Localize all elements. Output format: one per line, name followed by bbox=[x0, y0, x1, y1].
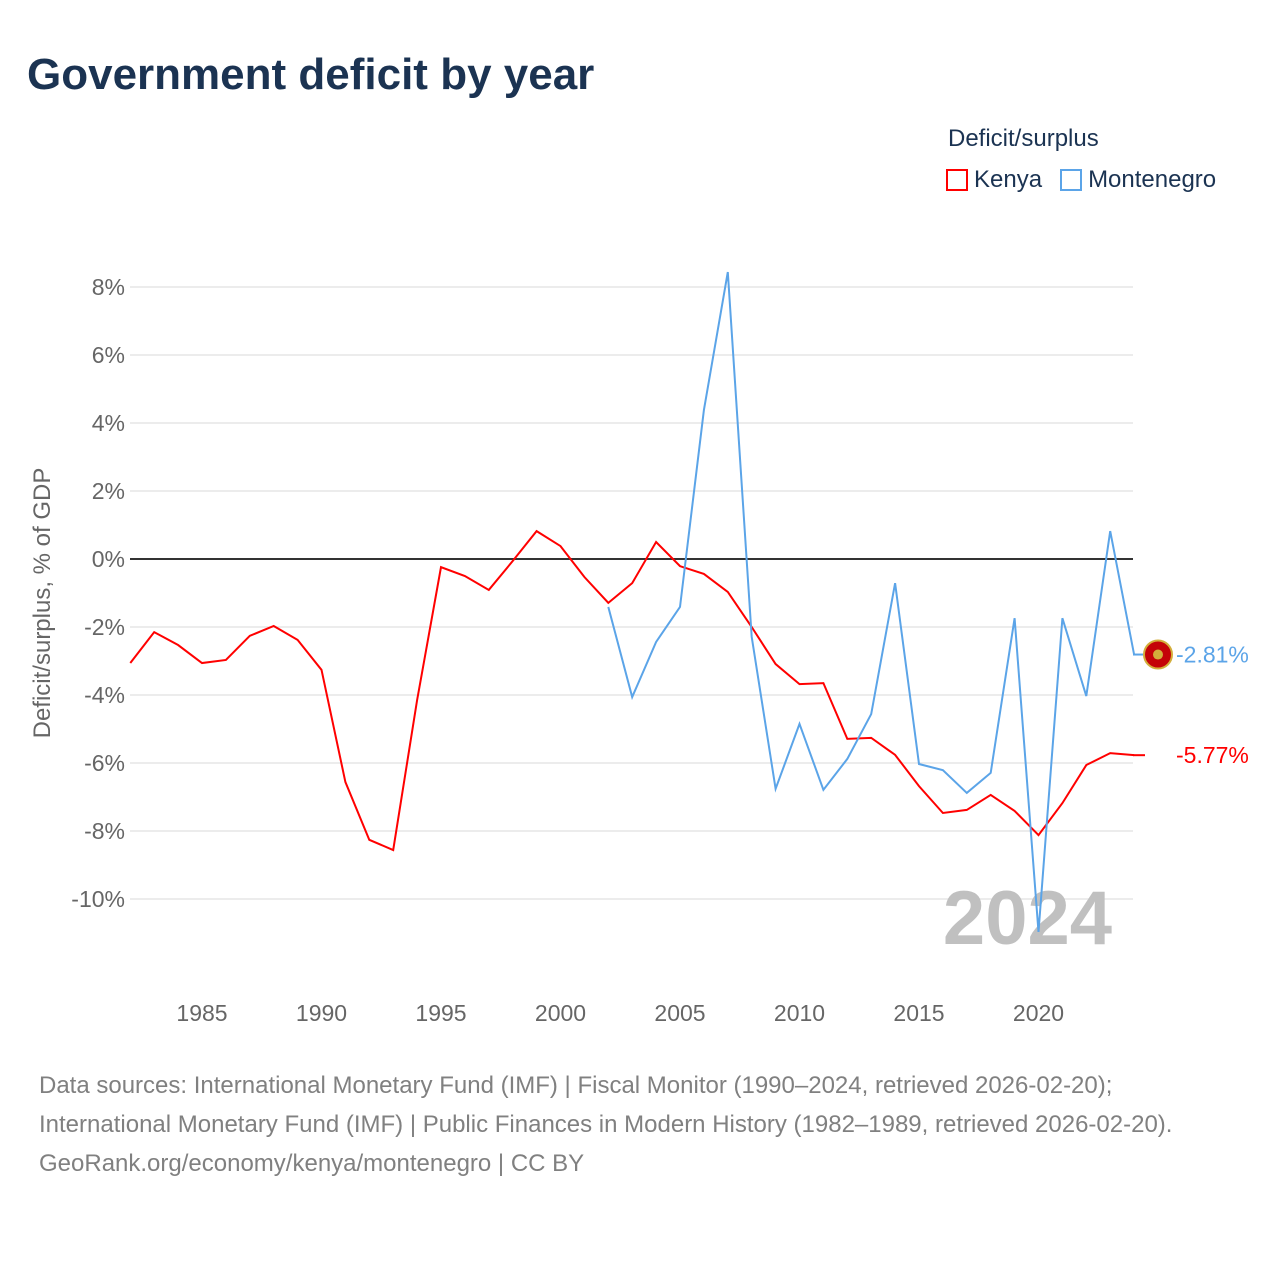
series-line-montenegro bbox=[607, 271, 1136, 933]
x-tick-label: 2020 bbox=[1013, 1000, 1064, 1026]
x-tick-label: 2010 bbox=[774, 1000, 825, 1026]
x-tick-label: 2005 bbox=[654, 1000, 705, 1026]
flag-shield bbox=[1154, 745, 1162, 765]
y-tick-label: 0% bbox=[92, 546, 125, 572]
legend-label: Kenya bbox=[974, 166, 1043, 193]
y-tick-label: -10% bbox=[71, 886, 125, 912]
x-tick-label: 1990 bbox=[296, 1000, 347, 1026]
kenya-flag-icon bbox=[1144, 741, 1172, 769]
credit-link[interactable]: GeoRank.org/economy/kenya/montenegro | C… bbox=[39, 1150, 585, 1177]
x-tick-label: 1995 bbox=[415, 1000, 466, 1026]
year-watermark: 2024 bbox=[943, 876, 1112, 961]
end-value-label: -5.77% bbox=[1176, 742, 1249, 768]
y-axis-label: Deficit/surplus, % of GDP bbox=[29, 468, 56, 739]
x-tick-label: 1985 bbox=[176, 1000, 227, 1026]
flag-emblem bbox=[1153, 649, 1163, 660]
y-tick-label: 6% bbox=[92, 342, 125, 368]
data-sources: Data sources: International Monetary Fun… bbox=[39, 1072, 1173, 1138]
y-tick-label: -8% bbox=[84, 818, 125, 844]
end-value-label: -2.81% bbox=[1176, 642, 1249, 668]
montenegro-swatch-icon bbox=[1060, 169, 1083, 191]
y-tick-label: 2% bbox=[92, 478, 125, 504]
y-tick-label: 4% bbox=[92, 410, 125, 436]
legend-title: Deficit/surplus bbox=[948, 125, 1099, 152]
legend-label: Montenegro bbox=[1088, 166, 1217, 193]
y-tick-label: 8% bbox=[92, 274, 125, 300]
flag-stripe bbox=[1144, 751, 1172, 759]
legend-item-montenegro[interactable]: Montenegro bbox=[1060, 166, 1216, 194]
y-tick-label: -2% bbox=[84, 614, 125, 640]
footer: Data sources: International Monetary Fun… bbox=[39, 1066, 1239, 1183]
legend: Kenya Montenegro bbox=[946, 166, 1216, 194]
flag-stripe bbox=[1144, 760, 1172, 769]
flag-bg bbox=[1144, 741, 1172, 769]
series-line-kenya bbox=[129, 529, 1135, 852]
x-tick-label: 2015 bbox=[893, 1000, 944, 1026]
legend-item-kenya[interactable]: Kenya bbox=[946, 166, 1042, 194]
page-title: Government deficit by year bbox=[27, 50, 595, 99]
x-tick-label: 2000 bbox=[535, 1000, 586, 1026]
y-tick-label: -4% bbox=[84, 682, 125, 708]
flag-stripe bbox=[1144, 741, 1172, 750]
montenegro-flag-icon bbox=[1143, 639, 1173, 670]
y-tick-label: -6% bbox=[84, 750, 125, 776]
kenya-swatch-icon bbox=[946, 169, 968, 191]
